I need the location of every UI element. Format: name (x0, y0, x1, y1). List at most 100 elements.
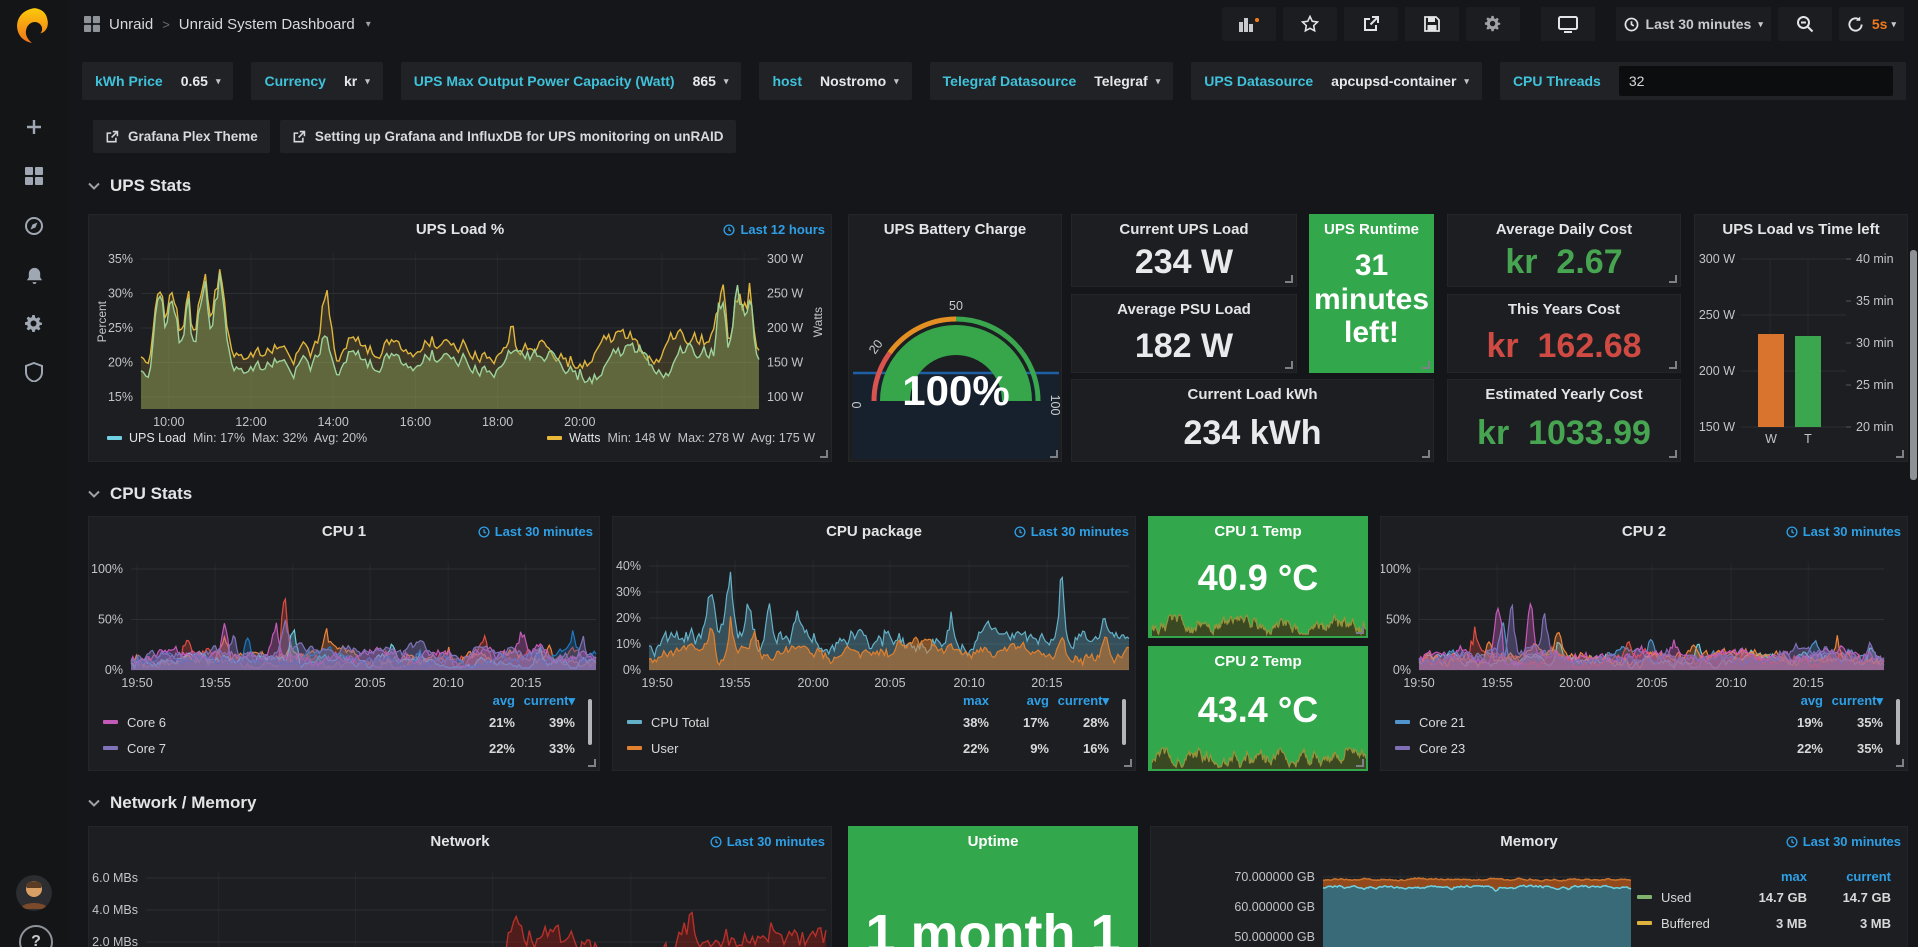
sidebar-create-icon[interactable] (0, 107, 68, 147)
legend-swatch (103, 746, 118, 750)
temp-sparkline (1151, 746, 1367, 769)
breadcrumb-home[interactable]: Unraid (109, 15, 154, 33)
panel-title[interactable]: CPU package (826, 523, 922, 540)
legend-series-name[interactable]: Core 7 (127, 740, 167, 756)
share-dashboard-button[interactable] (1343, 7, 1398, 41)
panel-title[interactable]: Memory (1500, 833, 1558, 850)
panel-title[interactable]: CPU 2 (1621, 523, 1667, 540)
save-dashboard-button[interactable] (1404, 7, 1459, 41)
panel-time-tag[interactable]: Last 12 hours (723, 222, 825, 237)
stat-value: 43.4 °C (1197, 689, 1319, 730)
axis-tick-label: 20:05 (874, 676, 905, 690)
legend-series-name[interactable]: Core 23 (1419, 740, 1466, 756)
panel-title[interactable]: Current UPS Load (1119, 221, 1249, 238)
variable-ups-max-output[interactable]: UPS Max Output Power Capacity (Watt) 865… (400, 62, 742, 100)
zoom-out-time-button[interactable] (1777, 7, 1832, 41)
panel-title[interactable]: UPS Battery Charge (883, 221, 1027, 238)
panel-title[interactable]: UPS Load vs Time left (1722, 221, 1880, 238)
sidebar-dashboards-icon[interactable] (0, 156, 68, 196)
panel-title[interactable]: CPU 1 Temp (1214, 523, 1302, 540)
refresh-interval-label[interactable]: 5s (1871, 16, 1888, 32)
sidebar-configuration-icon[interactable] (0, 304, 68, 344)
section-cpu-stats[interactable]: CPU Stats (88, 484, 192, 504)
legend-series-name[interactable]: UPS Load (129, 431, 186, 445)
dashboard-settings-button[interactable] (1465, 7, 1520, 41)
panel-title[interactable]: Current Load kWh (1187, 386, 1318, 403)
dashboard-title[interactable]: Unraid System Dashboard (178, 15, 355, 33)
variable-host[interactable]: host Nostromo ▾ (759, 62, 912, 100)
panel-cpu-package: CPU package Last 30 minutes 40% 30% 20% 10%… (612, 516, 1136, 771)
legend-col-header[interactable]: avg (1800, 693, 1823, 708)
panel-title[interactable]: Average PSU Load (1117, 301, 1251, 318)
sidebar-alerting-icon[interactable] (0, 255, 68, 295)
cpu-package-graph: 40% 30% 20% 10% 0%19:50 19:55 20:00 20:05 20:10 2… (616, 559, 1130, 690)
axis-tick-label: 20:15 (1031, 676, 1062, 690)
dashboard-title-caret-icon[interactable]: ▾ (365, 18, 371, 30)
legend-row: CPU Total 38% 17% 28% (627, 709, 1109, 735)
panel-title[interactable]: This Years Cost (1507, 301, 1621, 318)
legend-col-header[interactable]: current▾ (523, 693, 575, 708)
panel-time-tag[interactable]: Last 30 minutes (1786, 524, 1901, 539)
panel-title[interactable]: Network (430, 833, 490, 850)
refresh-button[interactable]: 5s ▾ (1838, 7, 1904, 41)
variable-ups-datasource[interactable]: UPS Datasource apcupsd-container ▾ (1191, 62, 1482, 100)
time-range-picker[interactable]: Last 30 minutes ▾ (1615, 7, 1771, 41)
panel-title[interactable]: Uptime (967, 833, 1019, 850)
panel-title[interactable]: UPS Runtime (1323, 221, 1419, 238)
legend-series-name[interactable]: Core 6 (127, 714, 167, 730)
cpu-threads-input[interactable] (1618, 66, 1893, 96)
panel-title[interactable]: CPU 1 (321, 523, 367, 540)
sidebar-explore-icon[interactable] (0, 206, 68, 246)
panel-time-tag[interactable]: Last 30 minutes (1786, 834, 1901, 849)
variable-currency[interactable]: Currency kr ▾ (251, 62, 383, 100)
link-grafana-plex-theme[interactable]: Grafana Plex Theme (93, 120, 270, 153)
legend-scrollbar[interactable] (1896, 699, 1900, 745)
legend-series-name[interactable]: Core 21 (1419, 714, 1466, 730)
panel-time-tag[interactable]: Last 30 minutes (1014, 524, 1129, 539)
grafana-logo-icon[interactable] (13, 5, 55, 47)
legend-value: 35% (1856, 714, 1883, 730)
axis-tick-label: 19:55 (1481, 676, 1512, 690)
panel-title[interactable]: Estimated Yearly Cost (1485, 386, 1643, 403)
legend-scrollbar[interactable] (588, 699, 592, 745)
legend-col-header[interactable]: max (962, 693, 989, 708)
legend-col-header[interactable]: avg (492, 693, 515, 708)
section-network-memory[interactable]: Network / Memory (88, 793, 256, 813)
legend-col-header[interactable]: current▾ (1057, 693, 1109, 708)
link-ups-monitoring-guide[interactable]: Setting up Grafana and InfluxDB for UPS … (279, 120, 736, 153)
panel-time-tag[interactable]: Last 30 minutes (710, 834, 825, 849)
bar-W[interactable] (1758, 334, 1784, 427)
legend-series-name[interactable]: Buffered (1661, 915, 1710, 931)
legend-series-name[interactable]: CPU Total (651, 714, 710, 730)
panel-title[interactable]: CPU 2 Temp (1214, 653, 1302, 670)
user-avatar[interactable] (16, 875, 52, 911)
legend-scrollbar[interactable] (1122, 699, 1126, 745)
legend-swatch (547, 436, 563, 440)
panel-ups-load: UPS Load % Last 12 hours Percent Watts 3… (88, 214, 832, 462)
page-scrollbar[interactable] (1910, 250, 1917, 480)
panel-title[interactable]: Average Daily Cost (1495, 221, 1633, 238)
panel-time-tag[interactable]: Last 30 minutes (478, 524, 593, 539)
variable-telegraf-datasource[interactable]: Telegraf Datasource Telegraf ▾ (929, 62, 1174, 100)
battery-gauge-svg: 0 20 50 100 100% (850, 299, 1062, 459)
variable-kwh-price[interactable]: kWh Price 0.65 ▾ (82, 62, 234, 100)
panel-title[interactable]: UPS Load % (415, 221, 505, 238)
axis-tick-label: 6.0 MBs (92, 871, 138, 885)
gauge-tick-label: 0 (850, 401, 864, 408)
star-dashboard-button[interactable] (1282, 7, 1337, 41)
legend-col-header[interactable]: max (1780, 869, 1807, 884)
legend-col-header[interactable]: avg (1026, 693, 1049, 708)
bar-T[interactable] (1795, 336, 1821, 427)
clock-icon (1014, 525, 1026, 538)
header-actions: Last 30 minutes ▾ 5s ▾ (1221, 7, 1904, 41)
legend-col-header[interactable]: current▾ (1831, 693, 1883, 708)
legend-series-name[interactable]: User (651, 740, 679, 756)
add-panel-button[interactable] (1221, 7, 1276, 41)
cycle-view-mode-button[interactable] (1540, 7, 1595, 41)
legend-series-name[interactable]: Watts (569, 431, 601, 445)
help-icon[interactable]: ? (19, 925, 53, 947)
section-ups-stats[interactable]: UPS Stats (88, 176, 191, 196)
sidebar-server-admin-icon[interactable] (0, 352, 68, 392)
legend-col-header[interactable]: current (1846, 869, 1891, 884)
legend-series-name[interactable]: Used (1661, 889, 1692, 905)
